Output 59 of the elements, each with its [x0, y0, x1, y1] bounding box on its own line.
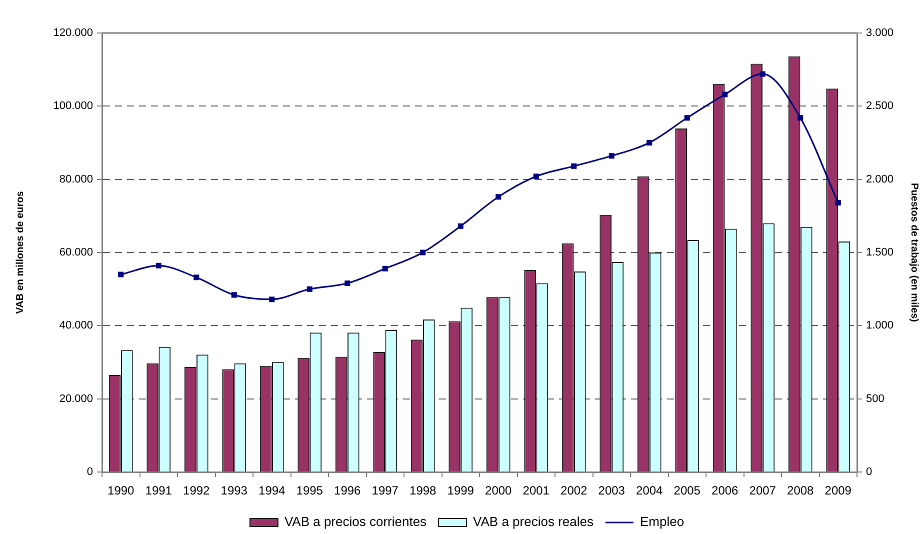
point: [231, 292, 237, 298]
x-tick-label: 1995: [296, 484, 324, 498]
point: [306, 286, 312, 292]
x-tick-label: 1996: [334, 484, 362, 498]
y-tick-label: 80.000: [59, 173, 93, 186]
x-tick-label: 1998: [410, 484, 437, 498]
point: [798, 115, 804, 121]
x-tick-label: 2002: [560, 484, 588, 498]
y-tick-label: 40.000: [59, 320, 93, 332]
legend-label: Empleo: [640, 514, 684, 530]
point: [608, 153, 614, 159]
x-tick-label: 1994: [258, 484, 286, 498]
point: [269, 296, 275, 302]
point: [571, 163, 577, 169]
y2-tick-label: 500: [866, 392, 884, 405]
point: [760, 71, 766, 77]
legend-label: VAB a precios corrientes: [284, 514, 428, 530]
x-tick-label: 2000: [485, 484, 512, 498]
point: [382, 266, 388, 272]
y-tick-label: 20.000: [59, 392, 93, 405]
point: [684, 115, 690, 121]
y2-tick-label: 1.000: [866, 320, 894, 332]
y-tick-label: 0: [86, 466, 93, 478]
x-tick-label: 1997: [372, 484, 399, 498]
x-tick-label: 2006: [712, 484, 739, 498]
y2-tick-label: 1.500: [866, 246, 894, 259]
x-tick-label: 2009: [824, 484, 852, 498]
x-tick-label: 2001: [522, 484, 550, 498]
legend-label: VAB a precios reales: [473, 514, 594, 530]
x-tick-label: 2005: [674, 484, 701, 498]
y-tick-label: 60.000: [59, 246, 93, 259]
x-tick-label: 1991: [145, 484, 172, 498]
x-tick-label: 1992: [183, 484, 210, 498]
point: [420, 250, 426, 256]
y2-tick-label: 2.500: [866, 100, 894, 112]
point: [496, 194, 502, 200]
x-tick-label: 2004: [636, 484, 664, 498]
point: [646, 140, 652, 146]
point: [344, 280, 350, 286]
point: [533, 174, 539, 180]
y2-tick-label: 2.000: [866, 173, 894, 186]
point: [194, 274, 200, 280]
y2-tick-label: 0: [866, 466, 872, 478]
point: [156, 262, 162, 268]
y-tick-label: 120.000: [53, 27, 93, 40]
y2-axis-title: Puestos de trabajo (en miles): [908, 183, 920, 322]
x-tick-label: 2007: [749, 484, 776, 498]
point: [835, 200, 841, 206]
x-tick-label: 1999: [447, 484, 474, 498]
point: [722, 92, 728, 98]
point: [458, 223, 464, 229]
y-axis-title: VAB en millones de euros: [14, 190, 26, 314]
y2-tick-label: 3.000: [866, 27, 894, 40]
x-tick-label: 2003: [598, 484, 626, 498]
y-tick-label: 100.000: [53, 100, 93, 112]
x-tick-label: 2008: [787, 484, 814, 498]
point: [118, 272, 124, 278]
x-tick-label: 1993: [220, 484, 248, 498]
x-tick-label: 1990: [108, 484, 135, 498]
